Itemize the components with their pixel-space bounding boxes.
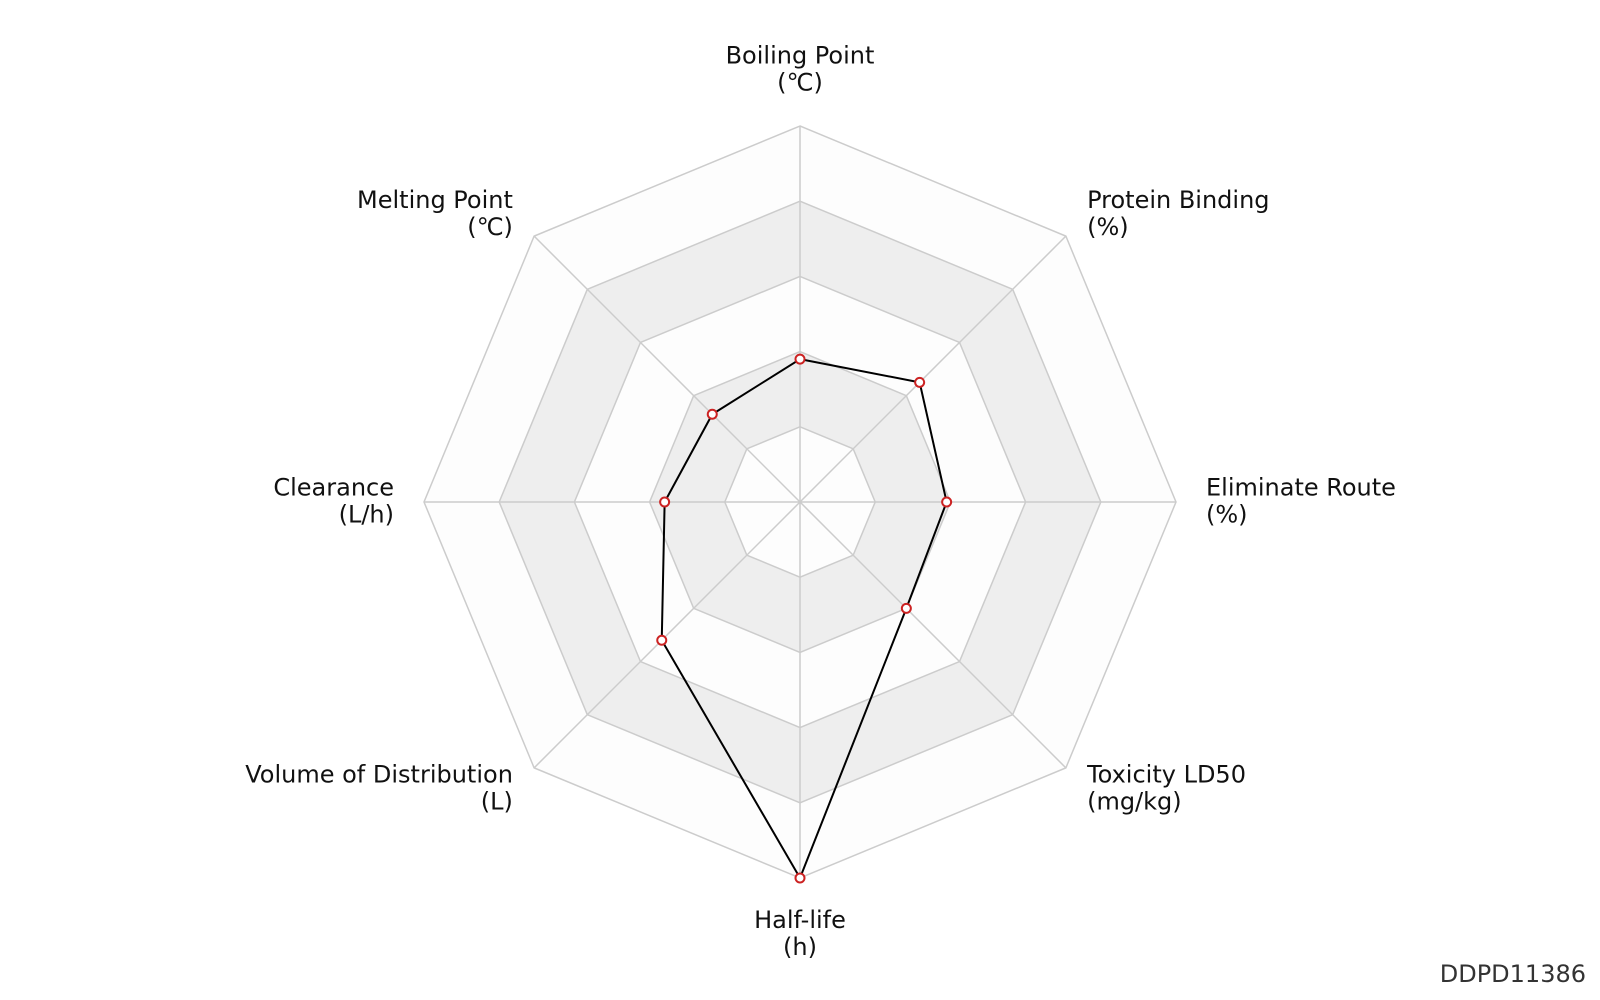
axis-unit: (℃) [777, 69, 823, 97]
spoke-8 [533, 235, 801, 503]
data-point-4 [900, 602, 912, 614]
axis-unit: (L/h) [339, 500, 394, 528]
axis-name: Boiling Point [726, 42, 875, 70]
data-point-2 [914, 376, 926, 388]
axis-labels: Boiling Point (℃)Protein Binding (%)Elimin… [245, 42, 1396, 961]
axis-unit: (L) [481, 787, 513, 815]
data-point-6 [656, 634, 668, 646]
axis-unit: (h) [783, 933, 817, 961]
spoke-4 [799, 501, 1067, 769]
axis-name: Volume of Distribution [245, 760, 513, 788]
axis-name: Toxicity LD50 [1086, 760, 1246, 788]
axis-unit: (mg/kg) [1087, 787, 1182, 815]
axis-label-8: Melting Point (℃) [357, 186, 513, 241]
axis-label-3: Eliminate Route (%) [1206, 473, 1396, 528]
axis-label-7: Clearance (L/h) [273, 473, 394, 528]
compound-id-label: DDPD11386 [1439, 960, 1586, 988]
axis-label-4: Toxicity LD50 (mg/kg) [1086, 760, 1246, 815]
axis-name: Protein Binding [1087, 186, 1269, 214]
axis-name: Melting Point [357, 186, 513, 214]
data-point-7 [659, 496, 671, 508]
axis-unit: (%) [1087, 213, 1129, 241]
axis-label-2: Protein Binding (%) [1087, 186, 1269, 241]
radar-spokes [424, 126, 1176, 878]
axis-unit: (℃) [467, 213, 513, 241]
data-point-3 [941, 496, 953, 508]
radar-series [656, 353, 953, 884]
spoke-6 [533, 501, 801, 769]
axis-label-5: Half-life (h) [754, 906, 846, 961]
axis-label-1: Boiling Point (℃) [726, 42, 875, 97]
data-point-5 [794, 872, 806, 884]
spoke-2 [799, 235, 1067, 503]
axis-unit: (%) [1206, 500, 1248, 528]
axis-label-6: Volume of Distribution (L) [245, 760, 513, 815]
data-point-1 [794, 353, 806, 365]
axis-name: Clearance [273, 473, 394, 501]
axis-name: Half-life [754, 906, 846, 934]
data-point-8 [706, 408, 718, 420]
axis-name: Eliminate Route [1206, 473, 1396, 501]
